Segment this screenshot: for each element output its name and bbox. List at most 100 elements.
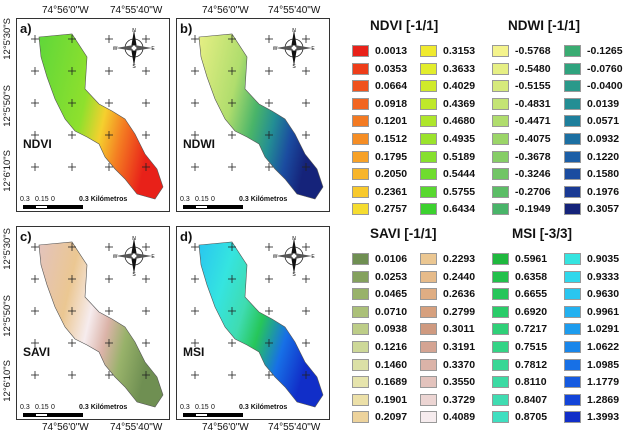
legend-value: -0.4075 (515, 133, 551, 145)
legend-swatch (352, 288, 369, 301)
legend-value: 0.7515 (515, 341, 548, 353)
legend-entry-savi: 0.1460 (352, 358, 407, 372)
legend-value: 0.5444 (443, 168, 476, 181)
legend-swatch (420, 80, 437, 93)
legend-swatch (492, 45, 509, 57)
scalebar-blocks (23, 205, 83, 209)
legend-entry-msi: 0.9961 (564, 305, 619, 319)
legend-swatch (420, 393, 437, 406)
legend-value: -0.1949 (515, 203, 551, 216)
legend-swatch (352, 62, 369, 75)
legend-swatch (420, 115, 437, 128)
legend-value: 0.3729 (443, 393, 476, 406)
legend-swatch (420, 168, 437, 181)
legend-value: 0.3191 (443, 341, 476, 353)
lat-label-top-3: 12°6'10"S (2, 150, 13, 192)
legend-value: 0.1901 (375, 393, 408, 406)
panel-letter-c: c) (20, 229, 32, 244)
legend-entry-ndwi: 0.3057 (564, 202, 619, 216)
legend-entry-ndwi: 0.1976 (564, 185, 619, 199)
legend-swatch (352, 97, 369, 110)
legend-entry-ndvi: 0.0918 (352, 97, 407, 111)
legend-value: 0.0253 (375, 270, 408, 283)
legend-swatch (492, 185, 509, 198)
legend-entry-ndwi: 0.0139 (564, 97, 619, 111)
legend-title-savi: SAVI [-1/1] (370, 226, 437, 241)
legend-entry-ndwi: 0.0932 (564, 132, 619, 146)
legend-swatch (564, 270, 581, 283)
map-panel-savi: c) SAVI N S W E 0.3 0.15 0 0.3 Kilómetros (16, 226, 170, 420)
scale-tick-0: 0.3 (180, 404, 190, 411)
lon-label-bottom-left-2: 74°56'0"W (202, 422, 249, 433)
legend-swatch (564, 253, 581, 265)
legend-value: -0.5155 (515, 80, 551, 93)
svg-text:E: E (151, 254, 155, 260)
scale-tick-0: 0.3 (20, 404, 30, 411)
scale-tick-1: 0.15 (195, 404, 209, 411)
legend-entry-ndwi: -0.2706 (492, 185, 551, 199)
panel-index-msi: MSI (183, 345, 205, 359)
legend-value: 0.1460 (375, 358, 408, 371)
legend-value: 0.1220 (587, 150, 620, 163)
legend-swatch (420, 305, 437, 318)
legend-entry-msi: 0.9333 (564, 270, 619, 284)
legend-swatch (420, 203, 437, 216)
legend-entry-ndwi: -0.3678 (492, 150, 551, 164)
legend-value: 0.2361 (375, 185, 408, 198)
legend-entry-ndwi: -0.0760 (564, 62, 623, 76)
legend-swatch (352, 80, 369, 93)
legend-value: 1.3993 (587, 411, 620, 424)
legend-value: 0.5755 (443, 185, 476, 198)
legend-value: 0.2757 (375, 203, 408, 216)
legend-swatch (564, 376, 581, 389)
legend-entry-savi: 0.2440 (420, 270, 475, 284)
legend-entry-savi: 0.3729 (420, 393, 475, 407)
study-area-shape (38, 241, 164, 408)
legend-swatch (352, 45, 369, 57)
svg-text:N: N (132, 236, 136, 242)
map-svg-ndvi (31, 33, 164, 200)
legend-entry-msi: 0.7812 (492, 358, 547, 372)
legend-value: 0.1216 (375, 341, 408, 353)
scalebar-blocks (183, 413, 243, 417)
panel-index-ndvi: NDVI (23, 137, 52, 151)
legend-entry-savi: 0.2097 (352, 410, 407, 424)
legend-value: 0.1795 (375, 150, 408, 163)
legend-value: 0.0013 (375, 45, 408, 57)
legend-value: 0.3633 (443, 62, 476, 75)
legend-entry-ndwi: -0.1265 (564, 44, 623, 58)
legend-swatch (492, 270, 509, 283)
legend-swatch (564, 358, 581, 371)
legend-entry-savi: 0.3550 (420, 375, 475, 389)
legend-value: 0.6358 (515, 270, 548, 283)
legend-swatch (420, 133, 437, 145)
grid-crosses (191, 243, 310, 379)
panel-letter-d: d) (180, 229, 193, 244)
legend-entry-savi: 0.2799 (420, 305, 475, 319)
lat-label-top-1: 12°5'30"S (2, 18, 13, 60)
legend-swatch (352, 150, 369, 163)
legend-entry-msi: 1.0622 (564, 340, 619, 354)
legend-value: 0.2440 (443, 270, 476, 283)
legend-swatch (420, 185, 437, 198)
legend-value: 0.3011 (443, 323, 475, 336)
legend-swatch (564, 80, 581, 93)
legend-entry-savi: 0.0938 (352, 322, 407, 336)
legend-entry-ndvi: 0.5189 (420, 150, 475, 164)
legend-entry-savi: 0.2636 (420, 287, 475, 301)
legend-swatch (352, 253, 369, 265)
legend-value: 0.3153 (443, 45, 476, 57)
legend-entry-savi: 0.0106 (352, 252, 407, 266)
legend-swatch (564, 393, 581, 406)
compass-rose-icon: N S W E (273, 236, 315, 277)
legend-value: 0.9333 (587, 270, 620, 283)
legend-entry-ndvi: 0.5755 (420, 185, 475, 199)
legend-entry-ndvi: 0.2757 (352, 202, 407, 216)
legend-entry-msi: 1.0291 (564, 322, 619, 336)
scale-tick-2: 0 (51, 196, 55, 203)
legend-swatch (352, 270, 369, 283)
legend-entry-ndvi: 0.1512 (352, 132, 407, 146)
legend-value: 0.1976 (587, 185, 620, 198)
legend-swatch (564, 203, 581, 216)
legend-value: 0.6434 (443, 203, 476, 216)
